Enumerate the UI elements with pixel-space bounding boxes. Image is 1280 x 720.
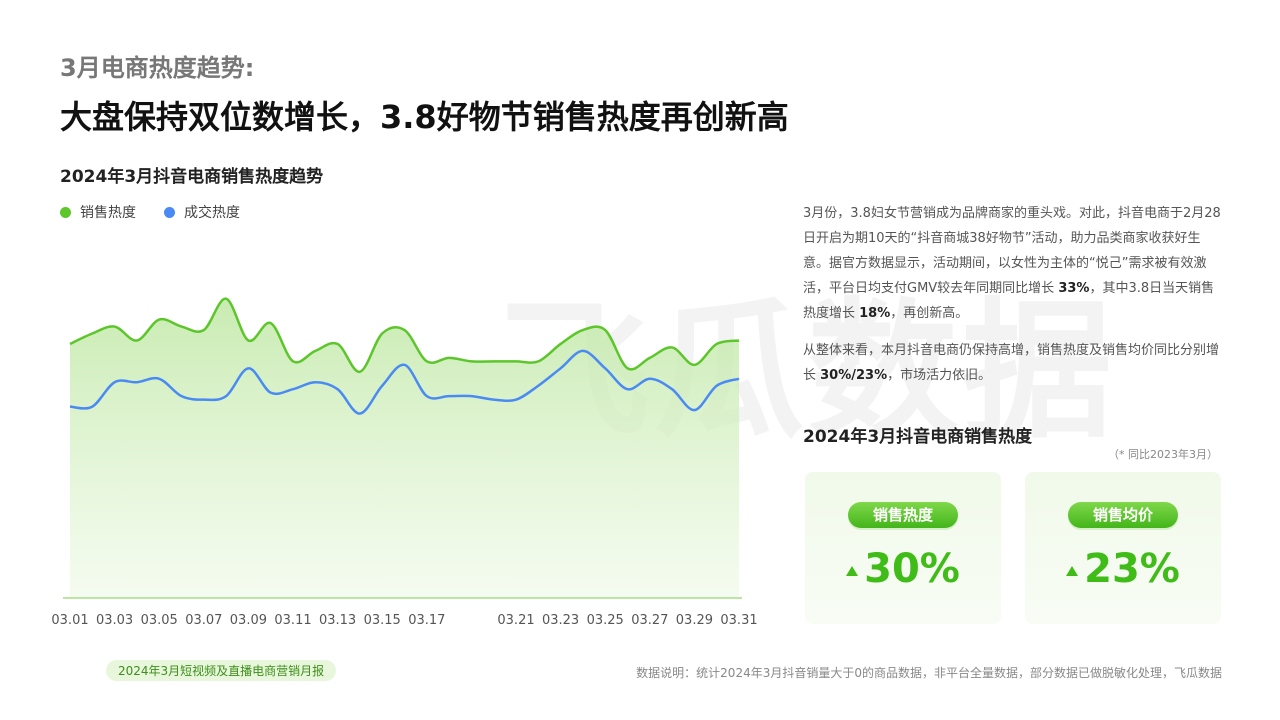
legend-label: 销售热度 bbox=[80, 205, 136, 221]
stat-card: 销售均价 23% bbox=[1025, 472, 1221, 624]
stat-value-box: 23% bbox=[1025, 546, 1221, 592]
x-tick-label: 03.21 bbox=[497, 613, 534, 628]
stat-label: 销售热度 bbox=[848, 502, 958, 528]
x-tick-label: 03.31 bbox=[720, 613, 757, 628]
x-tick-label: 03.11 bbox=[274, 613, 311, 628]
text: ，市场活力依旧。 bbox=[887, 368, 992, 383]
page-title: 大盘保持双位数增长，3.8好物节销售热度再创新高 bbox=[60, 98, 789, 136]
area bbox=[70, 298, 739, 598]
x-tick-label: 03.15 bbox=[364, 613, 401, 628]
text: ，再创新高。 bbox=[890, 306, 969, 321]
kicker: 3月电商热度趋势: bbox=[60, 54, 255, 82]
x-tick-label: 03.17 bbox=[408, 613, 445, 628]
x-tick-label: 03.09 bbox=[230, 613, 267, 628]
up-icon bbox=[846, 566, 859, 576]
chart-title: 2024年3月抖音电商销售热度趋势 bbox=[60, 167, 324, 187]
x-tick-label: 03.07 bbox=[185, 613, 222, 628]
stats-title: 2024年3月抖音电商销售热度 bbox=[803, 427, 1033, 447]
highlight: 18% bbox=[859, 306, 891, 321]
x-tick-label: 03.27 bbox=[631, 613, 668, 628]
legend-swatch bbox=[60, 206, 71, 218]
x-tick-label: 03.23 bbox=[542, 613, 579, 628]
chart: 03.01 03.03 03.05 03.07 03.09 03.11 03.13 03.15… bbox=[51, 297, 758, 628]
x-tick-label: 03.25 bbox=[587, 613, 624, 628]
x-tick-label: 03.03 bbox=[96, 613, 133, 628]
stat-label: 销售均价 bbox=[1068, 502, 1178, 528]
x-tick-label: 03.05 bbox=[141, 613, 178, 628]
text: 3月份，3.8妇女节营销成为品牌商家的重头戏。对此，抖音电商于2月28日开启为期… bbox=[803, 206, 1221, 296]
up-icon bbox=[1066, 566, 1079, 576]
x-tick-label: 03.01 bbox=[51, 613, 88, 628]
stat-value: 30% bbox=[864, 546, 960, 592]
stat-value-box: 30% bbox=[805, 546, 1001, 592]
x-tick-label: 03.29 bbox=[676, 613, 713, 628]
text: 从整体来看，本月抖音电商仍保持高增，销售热度及销售均价同比分别增长 bbox=[803, 343, 1220, 383]
stats-note: （* 同比2023年3月） bbox=[1108, 448, 1218, 461]
text: ，其中3.8日当天销售热度增长 bbox=[803, 281, 1215, 321]
line-series bbox=[69, 349, 740, 415]
legend-item: 销售热度 bbox=[60, 202, 136, 222]
paragraph: 3月份，3.8妇女节营销成为品牌商家的重头戏。对此，抖音电商于2月28日开启为期… bbox=[803, 201, 1223, 326]
legend-item: 成交热度 bbox=[164, 202, 240, 222]
report-tag: 2024年3月短视频及直播电商营销月报 bbox=[106, 660, 337, 681]
stat-value: 23% bbox=[1084, 546, 1180, 592]
highlight: 30%/23% bbox=[820, 368, 888, 383]
legend-label: 成交热度 bbox=[184, 205, 240, 221]
paragraph: 从整体来看，本月抖音电商仍保持高增，销售热度及销售均价同比分别增长 30%/23… bbox=[803, 338, 1223, 388]
highlight: 33% bbox=[1058, 281, 1090, 296]
source-note: 数据说明：统计2024年3月抖音销量大于0的商品数据，非平台全量数据，部分数据已… bbox=[636, 666, 1222, 680]
description: 3月份，3.8妇女节营销成为品牌商家的重头戏。对此，抖音电商于2月28日开启为期… bbox=[803, 201, 1223, 400]
stat-card: 销售热度 30% bbox=[805, 472, 1001, 624]
line-series bbox=[69, 297, 740, 374]
legend-swatch bbox=[164, 206, 175, 218]
x-tick-label: 03.13 bbox=[319, 613, 356, 628]
